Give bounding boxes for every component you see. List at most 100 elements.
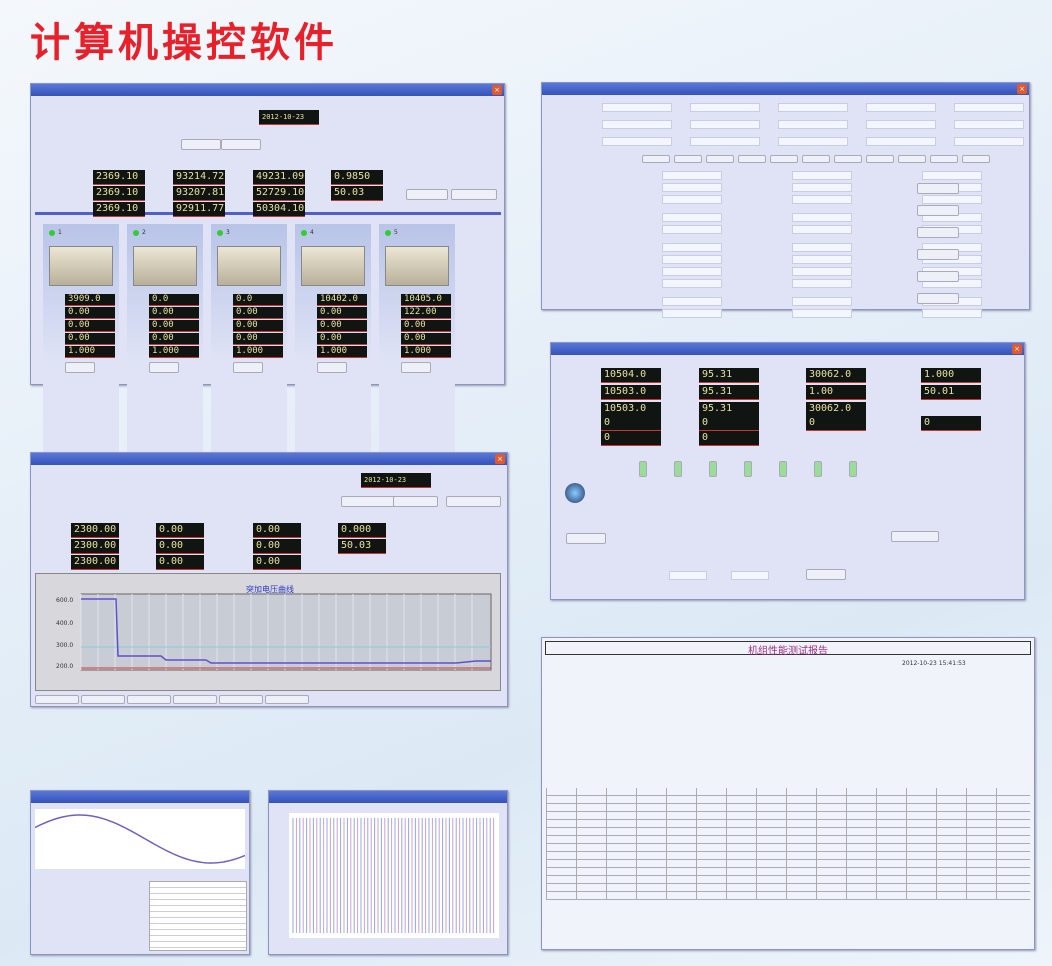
tab-button[interactable]: [866, 155, 894, 163]
value-field[interactable]: [662, 297, 722, 306]
tab-button[interactable]: [706, 155, 734, 163]
tab-button[interactable]: [834, 155, 862, 163]
param-field[interactable]: [954, 137, 1024, 146]
value-field[interactable]: [922, 195, 982, 204]
control-button[interactable]: [566, 533, 606, 544]
param-field[interactable]: [866, 103, 936, 112]
start-button[interactable]: [181, 139, 221, 150]
close-icon[interactable]: ×: [495, 454, 505, 464]
tab-button[interactable]: [770, 155, 798, 163]
action-button[interactable]: [917, 205, 959, 216]
param-field[interactable]: [602, 137, 672, 146]
value-field[interactable]: [662, 171, 722, 180]
chart-tab[interactable]: [219, 695, 263, 704]
apply-button[interactable]: [451, 189, 497, 200]
load-step-toggle[interactable]: [674, 461, 682, 477]
load-step-toggle[interactable]: [779, 461, 787, 477]
value-field[interactable]: [792, 171, 852, 180]
value-field[interactable]: [922, 171, 982, 180]
value-field[interactable]: [662, 309, 722, 318]
action-button[interactable]: [917, 183, 959, 194]
param-field[interactable]: [778, 120, 848, 129]
load-step-toggle[interactable]: [709, 461, 717, 477]
value-field[interactable]: [662, 183, 722, 192]
table-row: [546, 884, 1030, 892]
chart-tab[interactable]: [265, 695, 309, 704]
value-field[interactable]: [792, 279, 852, 288]
value-field[interactable]: [662, 225, 722, 234]
value-field[interactable]: [792, 213, 852, 222]
tab-button[interactable]: [898, 155, 926, 163]
tab-button[interactable]: [738, 155, 766, 163]
voltage-input[interactable]: [669, 571, 707, 580]
param-field[interactable]: [954, 103, 1024, 112]
action-button[interactable]: [917, 249, 959, 260]
param-field[interactable]: [602, 103, 672, 112]
param-field[interactable]: [866, 137, 936, 146]
control-button[interactable]: [341, 496, 399, 507]
value-field[interactable]: [662, 213, 722, 222]
action-button[interactable]: [917, 271, 959, 282]
param-field[interactable]: [778, 137, 848, 146]
value-field[interactable]: [792, 309, 852, 318]
load-step-toggle[interactable]: [639, 461, 647, 477]
value-field[interactable]: [792, 225, 852, 234]
chart-tab[interactable]: [127, 695, 171, 704]
close-icon[interactable]: ×: [1012, 344, 1022, 354]
param-field[interactable]: [954, 120, 1024, 129]
value-field[interactable]: [792, 183, 852, 192]
control-button[interactable]: [891, 531, 939, 542]
value-field[interactable]: [662, 279, 722, 288]
tab-button[interactable]: [802, 155, 830, 163]
frequency-input[interactable]: [731, 571, 769, 580]
value-field[interactable]: [792, 255, 852, 264]
value-field[interactable]: [662, 255, 722, 264]
param-field[interactable]: [690, 120, 760, 129]
led-readout: 0.00: [253, 539, 301, 554]
param-field[interactable]: [602, 120, 672, 129]
tab-button[interactable]: [962, 155, 990, 163]
value-field[interactable]: [792, 297, 852, 306]
unit-detail-button[interactable]: [149, 362, 179, 373]
generator-unit[interactable]: 5 10405.0 122.00 0.00 0.00 1.000: [379, 224, 455, 454]
tab-button[interactable]: [642, 155, 670, 163]
value-field[interactable]: [792, 195, 852, 204]
generator-unit[interactable]: 3 0.0 0.00 0.00 0.00 1.000: [211, 224, 287, 454]
chart-tab[interactable]: [173, 695, 217, 704]
y-tick-label: 600.0: [56, 597, 73, 604]
load-step-toggle[interactable]: [814, 461, 822, 477]
stop-button[interactable]: [221, 139, 261, 150]
unit-detail-button[interactable]: [401, 362, 431, 373]
tab-button[interactable]: [674, 155, 702, 163]
control-button[interactable]: [446, 496, 501, 507]
param-field[interactable]: [866, 120, 936, 129]
led-readout: 0: [601, 416, 661, 431]
unit-detail-button[interactable]: [317, 362, 347, 373]
tab-button[interactable]: [930, 155, 958, 163]
value-field[interactable]: [662, 267, 722, 276]
generator-unit[interactable]: 2 0.0 0.00 0.00 0.00 1.000: [127, 224, 203, 454]
load-step-toggle[interactable]: [849, 461, 857, 477]
generator-unit[interactable]: 4 10402.0 0.00 0.00 0.00 1.000: [295, 224, 371, 454]
unit-detail-button[interactable]: [233, 362, 263, 373]
value-field[interactable]: [792, 267, 852, 276]
load-step-toggle[interactable]: [744, 461, 752, 477]
action-button[interactable]: [917, 293, 959, 304]
control-button[interactable]: [393, 496, 438, 507]
param-field[interactable]: [690, 103, 760, 112]
unit-detail-button[interactable]: [65, 362, 95, 373]
close-icon[interactable]: ×: [1017, 84, 1027, 94]
mode-button[interactable]: [406, 189, 448, 200]
generator-unit[interactable]: 1 3909.0 0.00 0.00 0.00 1.000: [43, 224, 119, 454]
value-field[interactable]: [662, 195, 722, 204]
value-field[interactable]: [662, 243, 722, 252]
action-button[interactable]: [917, 227, 959, 238]
close-icon[interactable]: ×: [492, 85, 502, 95]
param-field[interactable]: [690, 137, 760, 146]
param-field[interactable]: [778, 103, 848, 112]
value-field[interactable]: [792, 243, 852, 252]
value-field[interactable]: [922, 309, 982, 318]
chart-tab[interactable]: [35, 695, 79, 704]
control-button[interactable]: [806, 569, 846, 580]
chart-tab[interactable]: [81, 695, 125, 704]
